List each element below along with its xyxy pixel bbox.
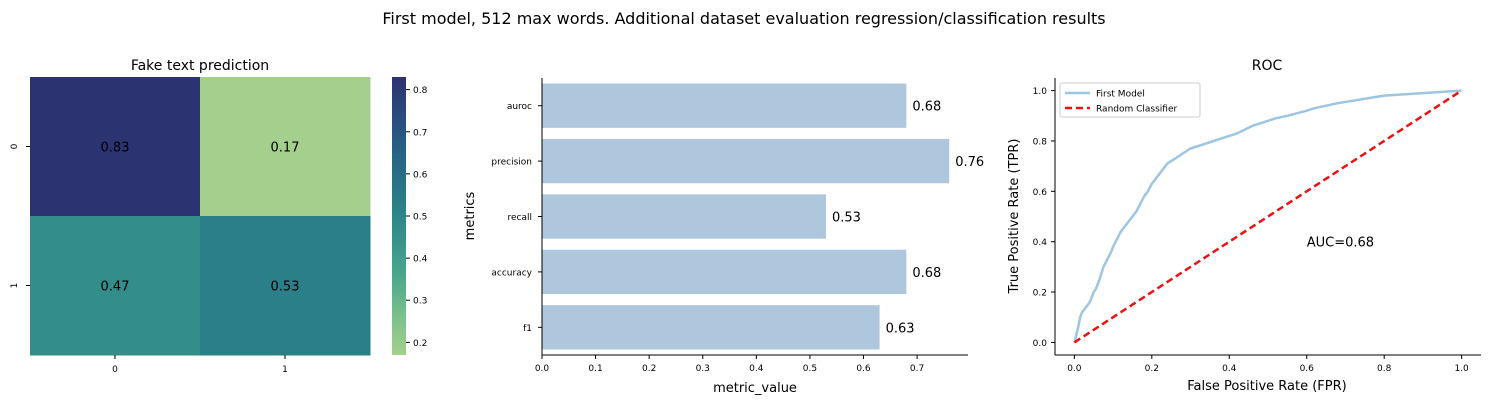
heatmap-cell bbox=[30, 77, 201, 217]
colorbar-tick-label: 0.6 bbox=[413, 170, 428, 180]
bar-x-tick-label: 0.1 bbox=[588, 364, 602, 374]
roc-y-tick-label: 0.8 bbox=[1033, 137, 1048, 147]
bar-y-tick-label: f1 bbox=[523, 324, 532, 334]
roc-y-tick-label: 0.0 bbox=[1033, 339, 1048, 349]
roc-curve-line bbox=[1073, 89, 1462, 343]
bar-x-tick-label: 0.6 bbox=[856, 364, 871, 374]
colorbar-tick-label: 0.2 bbox=[413, 339, 427, 349]
colorbar-tick-label: 0.7 bbox=[413, 128, 427, 138]
roc-y-axis-label: True Positive Rate (TPR) bbox=[1007, 139, 1022, 295]
roc-x-tick-label: 0.0 bbox=[1067, 364, 1082, 374]
colorbar-tick-label: 0.8 bbox=[413, 86, 428, 96]
metric-bar bbox=[542, 305, 880, 350]
roc-x-tick-label: 1.0 bbox=[1454, 364, 1469, 374]
bar-x-axis-label: metric_value bbox=[713, 381, 797, 396]
bar-y-tick-label: accuracy bbox=[491, 268, 532, 278]
metric-bar-value-label: 0.53 bbox=[832, 211, 861, 226]
metrics-bar-panel: metric_value metrics 0.68 auroc 0.76 precis… bbox=[463, 78, 984, 396]
roc-x-tick-label: 0.4 bbox=[1222, 364, 1237, 374]
metric-bar bbox=[542, 83, 907, 128]
metric-bar bbox=[542, 138, 950, 184]
bar-y-tick-label: precision bbox=[491, 158, 532, 168]
roc-legend-label: First Model bbox=[1096, 90, 1145, 100]
metric-bar bbox=[542, 194, 826, 239]
bar-y-axis-label: metrics bbox=[463, 191, 478, 240]
roc-legend-frame bbox=[1059, 82, 1201, 118]
colorbar-tick-label: 0.3 bbox=[413, 297, 427, 307]
heatmap-cell-label: 0.47 bbox=[101, 280, 130, 295]
colorbar-tick-label: 0.4 bbox=[413, 255, 428, 265]
bar-x-tick-label: 0.5 bbox=[803, 364, 817, 374]
metric-bar-value-label: 0.68 bbox=[912, 266, 941, 281]
heatmap-x-tick-label: 1 bbox=[282, 365, 288, 375]
bar-x-tick-label: 0.7 bbox=[910, 364, 924, 374]
metric-bar-value-label: 0.68 bbox=[912, 100, 941, 115]
figure-title: First model, 512 max words. Additional d… bbox=[382, 9, 1105, 28]
heatmap-panel: Fake text prediction 0.83 0.17 0.47 0.53 0 1 0… bbox=[10, 58, 428, 375]
bar-y-tick-label: recall bbox=[507, 213, 532, 223]
roc-panel: ROC False Positive Rate (FPR) True Posit… bbox=[1007, 58, 1481, 394]
bar-y-tick-label: auroc bbox=[507, 102, 532, 112]
heatmap-cell-label: 0.53 bbox=[271, 280, 300, 295]
metric-bar-value-label: 0.63 bbox=[886, 321, 915, 336]
bar-x-tick-label: 0.0 bbox=[535, 364, 550, 374]
bar-x-tick-label: 0.3 bbox=[696, 364, 710, 374]
heatmap-title: Fake text prediction bbox=[131, 58, 269, 74]
roc-legend-label: Random Classifier bbox=[1096, 105, 1178, 115]
heatmap-cell bbox=[200, 216, 371, 356]
bar-x-tick-label: 0.4 bbox=[749, 364, 764, 374]
bar-x-tick-label: 0.2 bbox=[642, 364, 656, 374]
heatmap-cell-label: 0.17 bbox=[271, 141, 300, 156]
metric-bar-value-label: 0.76 bbox=[955, 155, 984, 170]
heatmap-y-tick-label: 0 bbox=[10, 143, 20, 149]
roc-x-axis-label: False Positive Rate (FPR) bbox=[1187, 379, 1346, 394]
heatmap-cell-label: 0.83 bbox=[101, 141, 130, 156]
roc-title: ROC bbox=[1252, 58, 1283, 74]
heatmap-y-tick-label: 1 bbox=[10, 283, 20, 289]
colorbar-tick-label: 0.5 bbox=[413, 213, 427, 223]
roc-y-tick-label: 0.2 bbox=[1033, 289, 1047, 299]
heatmap-cell bbox=[200, 77, 371, 217]
heatmap-x-tick-label: 0 bbox=[112, 365, 118, 375]
metric-bar bbox=[542, 249, 907, 295]
roc-y-tick-label: 0.6 bbox=[1033, 188, 1048, 198]
roc-x-tick-label: 0.6 bbox=[1300, 364, 1315, 374]
roc-y-tick-label: 1.0 bbox=[1033, 87, 1048, 97]
colorbar bbox=[392, 77, 406, 355]
auc-annotation: AUC=0.68 bbox=[1307, 236, 1374, 251]
heatmap-cell bbox=[30, 216, 201, 356]
roc-x-tick-label: 0.2 bbox=[1145, 364, 1159, 374]
roc-y-tick-label: 0.4 bbox=[1033, 238, 1048, 248]
roc-x-tick-label: 0.8 bbox=[1377, 364, 1392, 374]
